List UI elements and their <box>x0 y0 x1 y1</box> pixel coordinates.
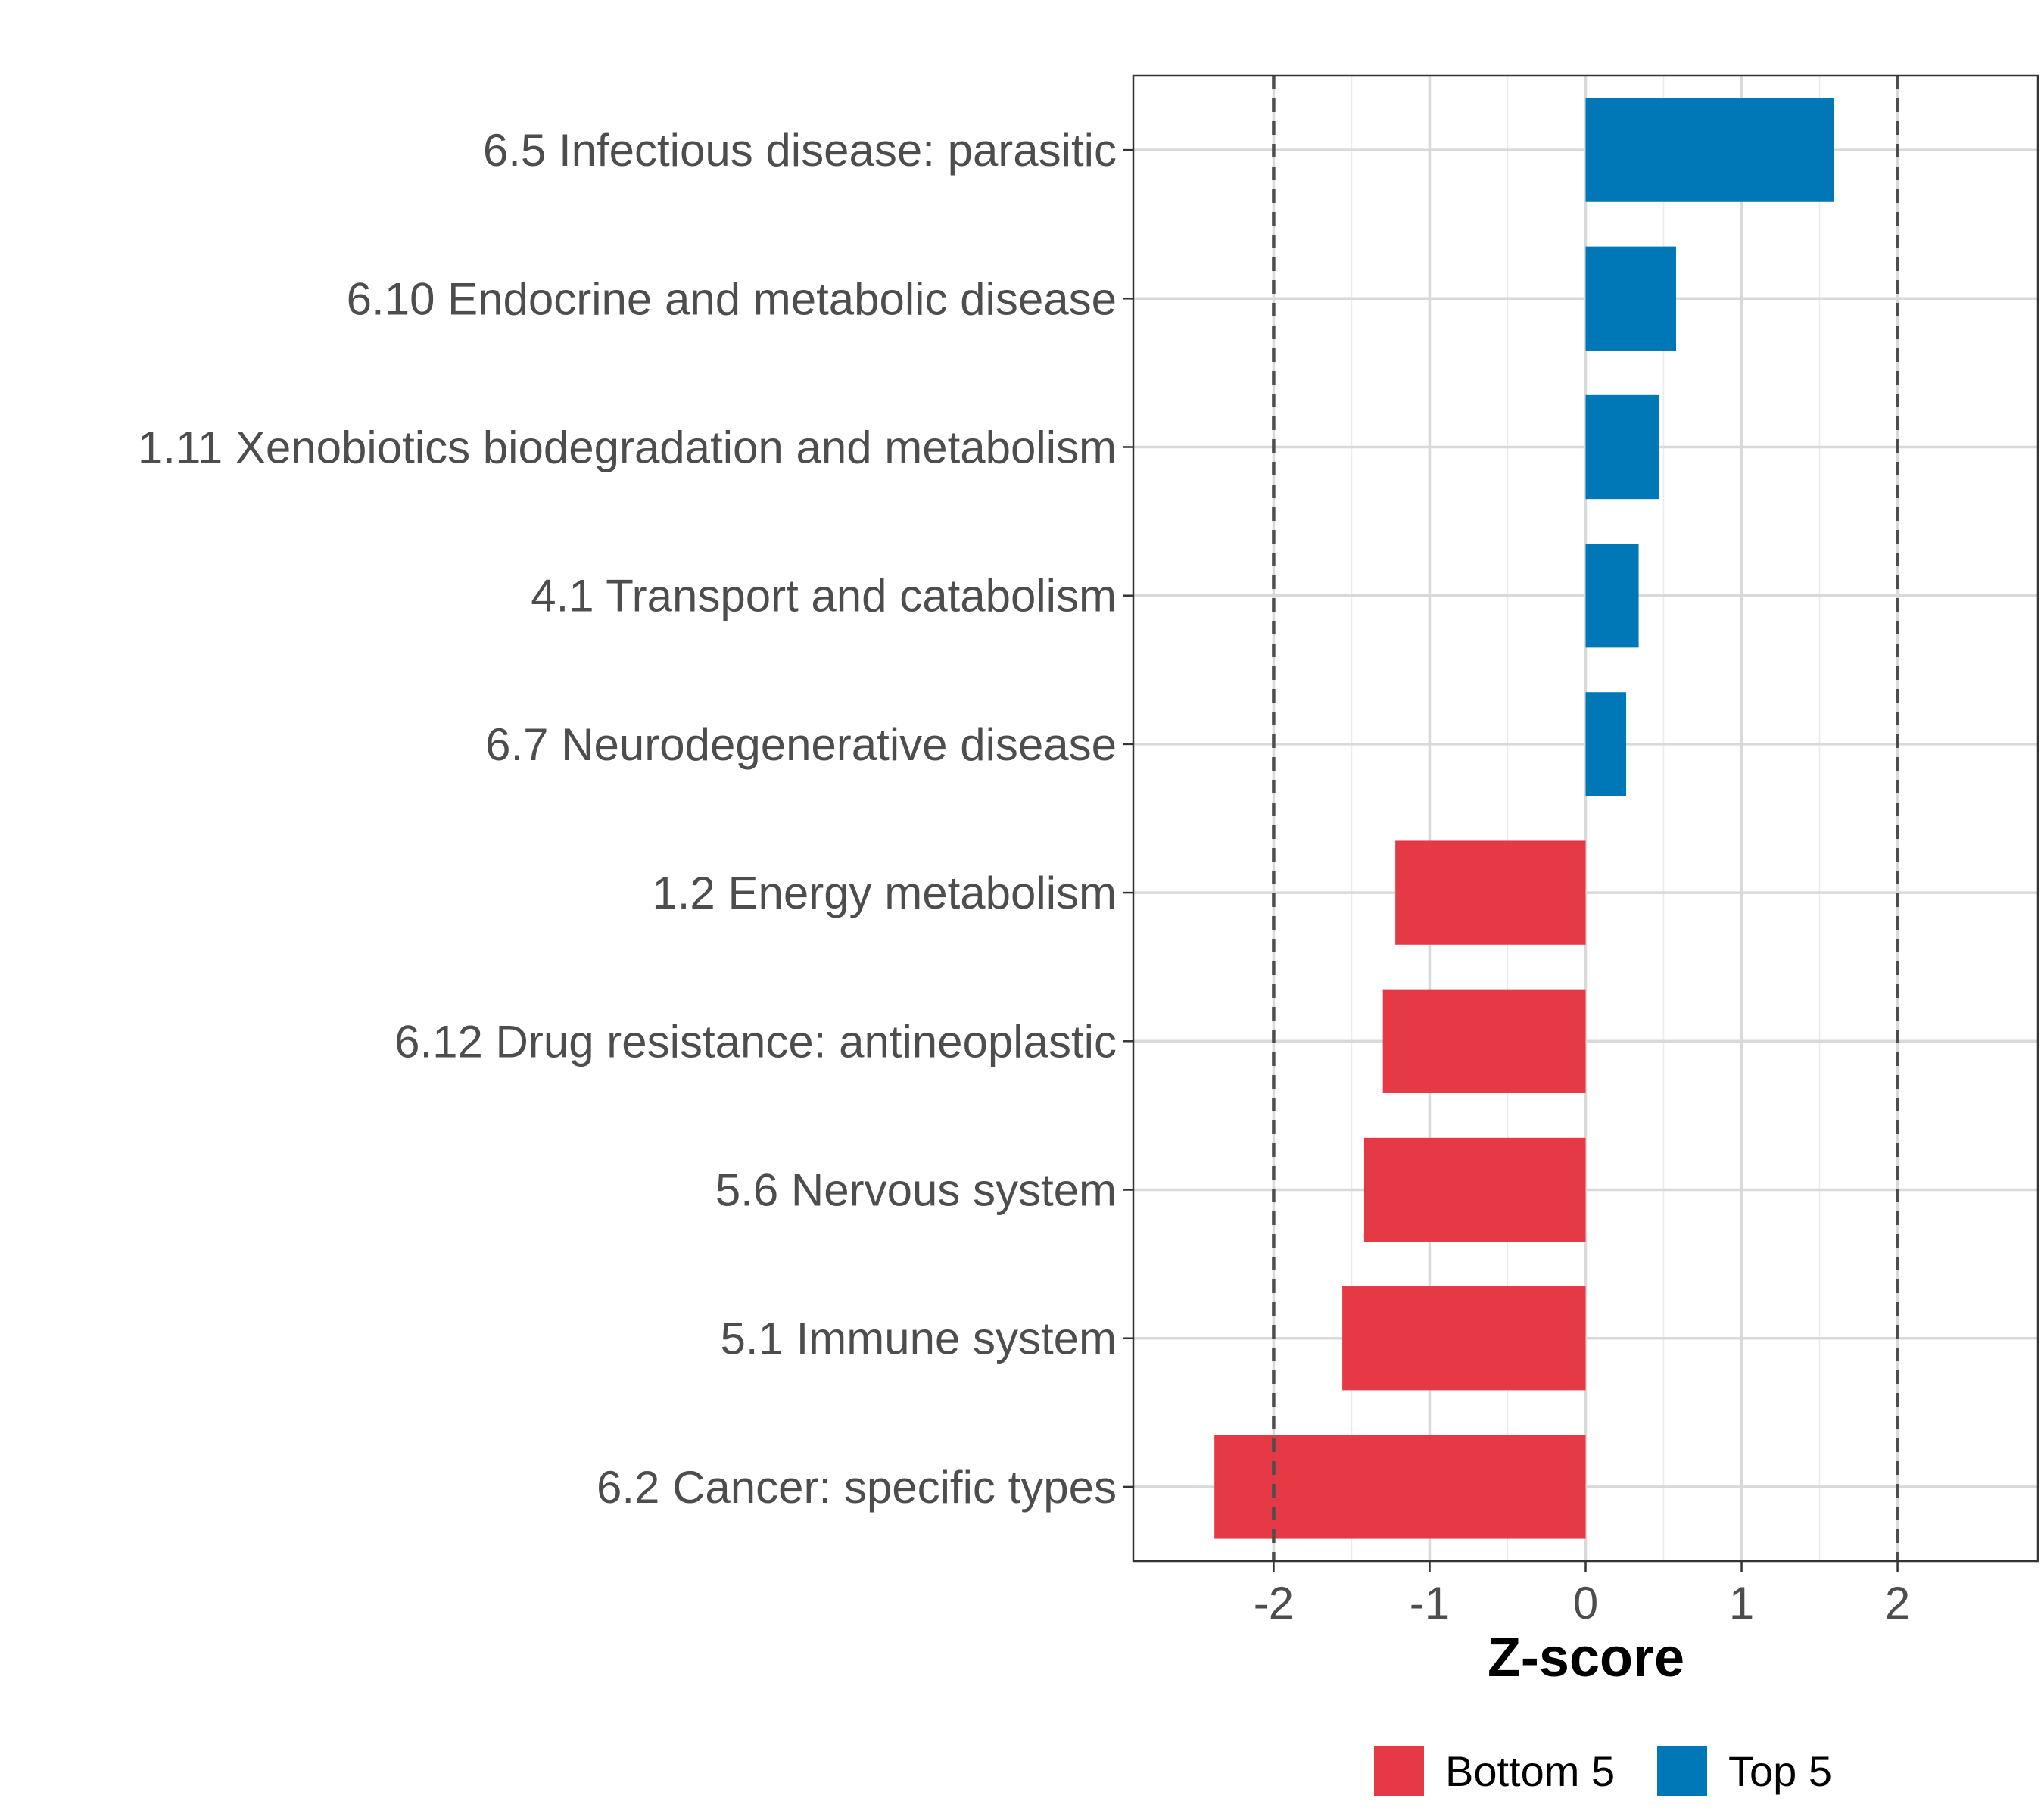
bar <box>1585 692 1627 796</box>
reference-lines <box>1272 76 1899 1561</box>
category-label: 4.1 Transport and catabolism <box>531 571 1117 622</box>
bar <box>1395 840 1586 945</box>
x-axis: -2 -1 0 1 2 <box>1254 1561 1910 1628</box>
x-tick-label: 0 <box>1573 1578 1598 1628</box>
category-label: 5.6 Nervous system <box>715 1165 1117 1216</box>
bars <box>1214 98 1834 1539</box>
y-axis: 6.5 Infectious disease: parasitic 6.10 En… <box>138 125 1133 1513</box>
legend-swatch <box>1657 1746 1707 1796</box>
legend-label: Bottom 5 <box>1445 1747 1615 1795</box>
x-tick-label: -1 <box>1410 1578 1450 1628</box>
x-tick-label: 2 <box>1885 1578 1910 1628</box>
bar <box>1363 1137 1586 1242</box>
category-label: 1.2 Energy metabolism <box>652 868 1117 918</box>
category-label: 1.11 Xenobiotics biodegradation and meta… <box>138 422 1117 473</box>
bar <box>1585 394 1659 500</box>
legend-swatch <box>1374 1746 1424 1796</box>
x-tick-label: 1 <box>1729 1578 1754 1628</box>
bar <box>1585 246 1676 351</box>
category-label: 6.10 Endocrine and metabolic disease <box>347 273 1117 324</box>
bar <box>1342 1286 1586 1391</box>
bar <box>1585 544 1639 648</box>
category-label: 6.7 Neurodegenerative disease <box>485 719 1117 770</box>
category-label: 6.2 Cancer: specific types <box>597 1462 1117 1513</box>
x-tick-label: -2 <box>1254 1578 1294 1628</box>
bar <box>1214 1435 1586 1539</box>
category-label: 6.5 Infectious disease: parasitic <box>483 125 1117 176</box>
legend: Bottom 5 Top 5 <box>1374 1746 1832 1796</box>
legend-label: Top 5 <box>1728 1747 1832 1795</box>
bar <box>1585 98 1834 202</box>
bar <box>1382 989 1586 1093</box>
category-label: 5.1 Immune system <box>720 1314 1117 1364</box>
x-axis-title: Z-score <box>1488 1628 1684 1688</box>
category-label: 6.12 Drug resistance: antineoplastic <box>394 1016 1117 1067</box>
